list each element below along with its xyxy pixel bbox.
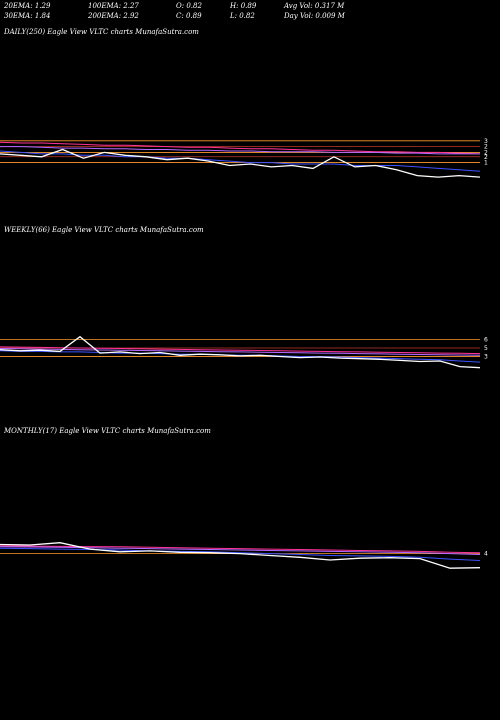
weekly-chart: 653 <box>0 335 488 369</box>
ema20-stat: 20EMA: 1.29 <box>4 2 51 10</box>
daily-ema100-line <box>0 146 480 155</box>
daily-y-tick: 2 <box>484 149 488 156</box>
monthly-chart-label: MONTHLY(17) Eagle View VLTC charts Munaf… <box>4 427 211 435</box>
open-stat: O: 0.82 <box>176 2 202 10</box>
daily-y-tick: 2 <box>484 154 488 161</box>
daily-y-tick: 2 <box>484 144 488 151</box>
close-stat: C: 0.89 <box>176 12 202 20</box>
monthly-y-tick: 4 <box>484 551 488 558</box>
weekly-price-line <box>0 335 481 369</box>
weekly-ema200-line <box>0 346 481 355</box>
daily-price-line <box>0 148 481 178</box>
daily-chart-label: DAILY(250) Eagle View VLTC charts Munafa… <box>4 28 199 36</box>
low-stat: L: 0.82 <box>230 12 255 20</box>
weekly-ema100-line <box>0 348 481 356</box>
weekly-y-tick: 5 <box>484 345 488 352</box>
weekly-y-tick: 6 <box>484 337 488 344</box>
daily-y-tick: 3 <box>484 138 488 145</box>
ema30-stat: 30EMA: 1.84 <box>4 12 51 20</box>
weekly-y-tick: 3 <box>484 353 488 360</box>
ema200-stat: 200EMA: 2.92 <box>88 12 139 20</box>
monthly-price-line <box>0 542 481 569</box>
weekly-chart-label: WEEKLY(66) Eagle View VLTC charts Munafa… <box>4 226 204 234</box>
ema100-stat: 100EMA: 2.27 <box>88 2 139 10</box>
monthly-ema20-line <box>0 547 481 561</box>
daily-ema200-line <box>0 141 481 155</box>
daily-ema20-line <box>0 150 481 172</box>
monthly-chart: 4 <box>0 542 488 569</box>
avg-vol-stat: Avg Vol: 0.317 M <box>284 2 345 10</box>
day-vol-stat: Day Vol: 0.009 M <box>284 12 345 20</box>
daily-y-tick: 1 <box>484 160 488 167</box>
high-stat: H: 0.89 <box>230 2 257 10</box>
